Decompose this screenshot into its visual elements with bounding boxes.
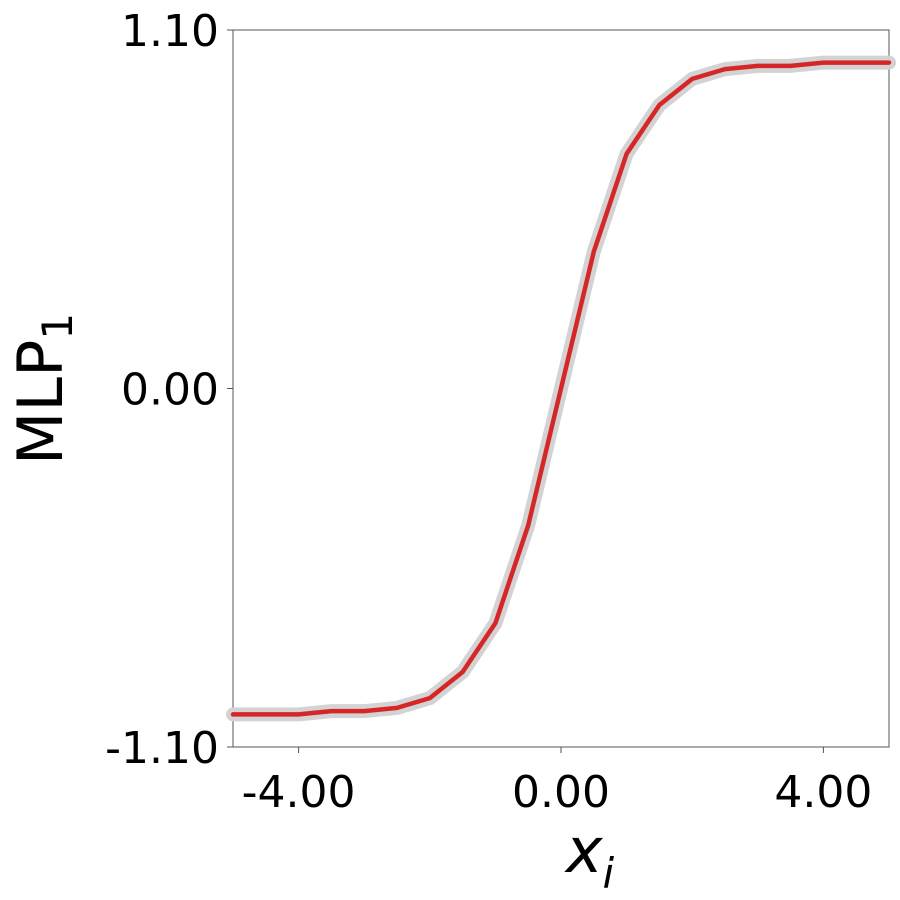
y-label-text: MLP (4, 340, 77, 465)
y-tick-label: 1.10 (121, 6, 219, 57)
x-axis-label: xi (564, 814, 615, 898)
x-tick-label: 4.00 (774, 767, 872, 818)
x-label-text: x (564, 814, 604, 887)
x-tick-label: 0.00 (512, 767, 610, 818)
x-label-subscript: i (603, 849, 615, 898)
series-line (230, 60, 892, 717)
plot-frame (232, 29, 890, 748)
y-axis-label: MLP1 (4, 313, 82, 465)
y-label-subscript: 1 (33, 313, 82, 340)
x-tick-label: -4.00 (242, 767, 356, 818)
y-tick-label: 0.00 (121, 365, 219, 416)
y-tick-label: -1.10 (105, 723, 219, 774)
